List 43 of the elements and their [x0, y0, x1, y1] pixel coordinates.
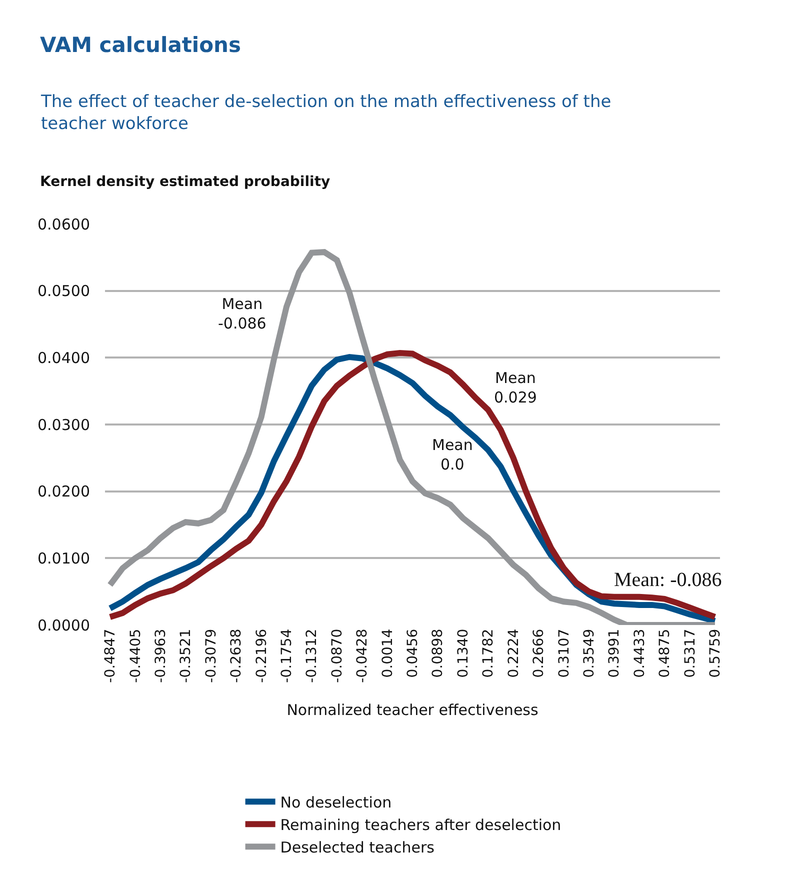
- x-tick-label: 0.1340: [455, 628, 472, 678]
- x-tick-label: 0.1782: [480, 628, 497, 678]
- legend-label: No deselection: [280, 794, 392, 812]
- x-tick-label: 0.4875: [657, 628, 674, 678]
- x-tick-label: -0.3521: [178, 628, 194, 683]
- x-tick-label: -0.0428: [354, 628, 371, 683]
- x-tick-label: 0.4433: [632, 628, 648, 678]
- x-tick-label: -0.3079: [203, 628, 220, 683]
- y-tick-label: 0.0400: [38, 348, 90, 367]
- chart-title: VAM calculations: [40, 33, 241, 57]
- y-tick-label: 0.0100: [38, 549, 90, 568]
- chart-subtitle: The effect of teacher de-selection on the math effectiveness of the teacher wokforce: [40, 92, 612, 134]
- annotation: Mean 0.0: [432, 436, 473, 474]
- y-tick-label: 0.0500: [38, 282, 90, 300]
- y-tick-label: 0.0000: [38, 616, 90, 634]
- x-tick-label: 0.3107: [556, 628, 572, 678]
- x-tick-label: 0.0898: [430, 628, 446, 678]
- annotation: Mean: -0.086: [614, 569, 722, 591]
- y-tick-label: 0.0200: [38, 482, 90, 501]
- x-tick-label: 0.5759: [708, 628, 724, 678]
- x-tick-label: 0.0456: [405, 628, 422, 678]
- x-tick-label: -0.4847: [102, 628, 119, 683]
- x-tick-label: 0.2666: [531, 628, 548, 678]
- annotation: Mean 0.029: [494, 369, 537, 406]
- x-tick-label: -0.1312: [304, 628, 320, 683]
- legend-label: Remaining teachers after deselection: [280, 816, 562, 834]
- x-tick-label: -0.2638: [228, 628, 245, 683]
- annotation: Mean -0.086: [218, 295, 266, 332]
- x-axis-title: Normalized teacher effectiveness: [286, 700, 538, 719]
- x-tick-label: 0.2224: [506, 628, 522, 678]
- legend-label: Deselected teachers: [280, 838, 435, 856]
- x-tick-label: -0.4405: [128, 628, 144, 683]
- x-tick-label: -0.2196: [254, 628, 270, 683]
- x-tick-label: 0.3991: [606, 628, 623, 678]
- x-tick-label: -0.0870: [329, 628, 346, 683]
- x-tick-label: 0.3549: [581, 628, 598, 678]
- x-tick-label: -0.3963: [153, 628, 169, 683]
- y-tick-label: 0.0600: [38, 215, 90, 234]
- x-tick-label: 0.0014: [380, 628, 396, 678]
- x-tick-label: -0.1754: [279, 628, 296, 683]
- y-axis-title: Kernel density estimated probability: [40, 174, 330, 190]
- x-tick-label: 0.5317: [682, 628, 698, 678]
- y-tick-label: 0.0300: [38, 416, 90, 434]
